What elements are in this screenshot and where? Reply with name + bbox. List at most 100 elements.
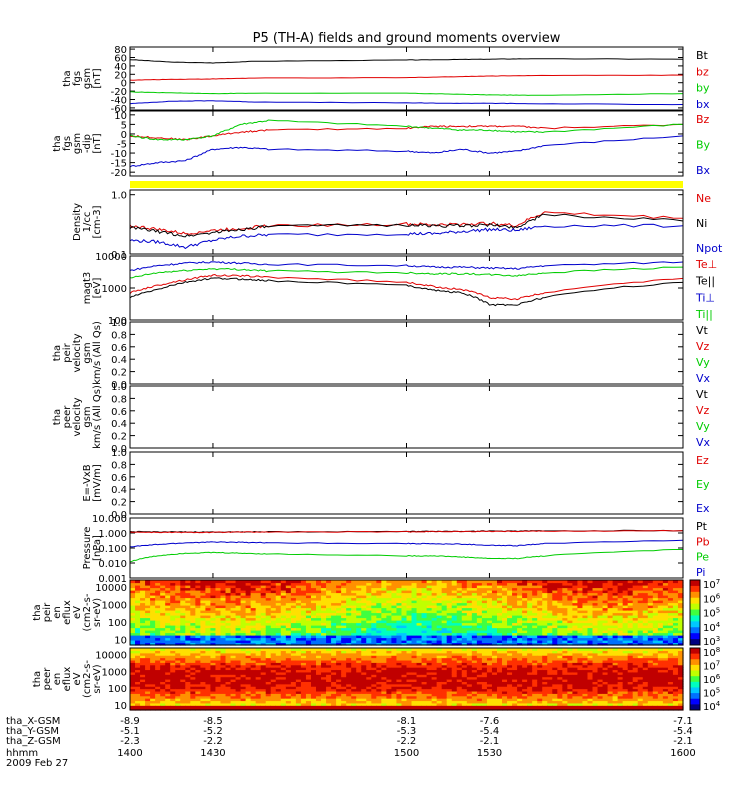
y-tick-label: 1.0 bbox=[111, 318, 127, 329]
y-tick-label: 100 bbox=[108, 684, 127, 695]
series-legend-label: Ti⊥ bbox=[695, 291, 715, 304]
series-legend-label: Bx bbox=[696, 164, 711, 177]
y-tick-label: 0.6 bbox=[111, 343, 127, 354]
series-legend-label: Ez bbox=[696, 454, 709, 467]
y-tick-label: 0.100 bbox=[98, 544, 127, 555]
series-legend-label: Vt bbox=[696, 324, 709, 337]
series-legend-label: Ne bbox=[696, 192, 711, 205]
y-tick-label: 1000 bbox=[102, 601, 127, 612]
y-tick-label: 0.8 bbox=[111, 460, 127, 471]
panel-frame bbox=[130, 322, 683, 384]
series-line-Bt bbox=[130, 59, 683, 63]
series-legend-label: Ti|| bbox=[695, 308, 713, 321]
panel-ylabel: [nT] bbox=[92, 68, 103, 88]
y-tick-label: 10.000 bbox=[92, 514, 127, 525]
y-tick-label: 10 bbox=[114, 701, 127, 712]
colorbar-segment bbox=[690, 621, 700, 627]
panel-frame bbox=[130, 386, 683, 448]
y-tick-label: 0.8 bbox=[111, 394, 127, 405]
series-legend-label: Bt bbox=[696, 49, 709, 62]
series-legend-label: Ey bbox=[696, 478, 710, 491]
colorbar-segment bbox=[690, 592, 700, 598]
series-legend-label: by bbox=[696, 82, 710, 95]
colorbar-segment bbox=[690, 615, 700, 621]
series-line-Ne bbox=[130, 212, 683, 235]
series-legend-label: Vz bbox=[696, 340, 710, 353]
colorbar-segment bbox=[690, 633, 700, 639]
series-legend-label: Npot bbox=[696, 242, 723, 255]
y-tick-label: 10 bbox=[114, 636, 127, 647]
spectrogram-cells bbox=[130, 580, 684, 646]
y-tick-label: 0.2 bbox=[111, 432, 127, 443]
y-tick-label: 0.8 bbox=[111, 330, 127, 341]
series-legend-label: Ni bbox=[696, 217, 707, 230]
y-tick-label: 0.4 bbox=[111, 355, 127, 366]
series-legend-label: Vt bbox=[696, 388, 709, 401]
series-legend-label: Vy bbox=[696, 356, 710, 369]
y-tick-label: 1000 bbox=[102, 284, 127, 295]
y-tick-label: 1.0 bbox=[111, 191, 127, 202]
series-legend-label: Ex bbox=[696, 502, 710, 515]
spectrogram-cells bbox=[130, 648, 684, 711]
y-tick-label: 0.4 bbox=[111, 419, 127, 430]
series-legend-label: Vx bbox=[696, 372, 711, 385]
y-tick-label: 0.6 bbox=[111, 473, 127, 484]
colorbar-segment bbox=[690, 598, 700, 604]
y-tick-label: 10000 bbox=[95, 583, 127, 594]
y-tick-label: 1000 bbox=[102, 667, 127, 678]
panel-frame bbox=[130, 518, 683, 578]
colorbar-tick-label: 107 bbox=[703, 578, 720, 591]
series-legend-label: bz bbox=[696, 65, 709, 78]
panel-frame bbox=[130, 190, 683, 254]
y-tick-label: 1.000 bbox=[98, 529, 127, 540]
series-line-Npot bbox=[130, 224, 683, 248]
series-line-by bbox=[130, 92, 683, 96]
y-tick-label: 0.010 bbox=[98, 559, 127, 570]
panel-ylabel: [cm-3] bbox=[92, 205, 103, 238]
y-tick-label: 0.6 bbox=[111, 407, 127, 418]
series-legend-label: Vy bbox=[696, 420, 710, 433]
panel-ylabel: km/s (All Qs) bbox=[92, 321, 103, 385]
series-legend-label: Te|| bbox=[695, 275, 715, 288]
series-line-bz bbox=[130, 75, 683, 80]
series-legend-label: bx bbox=[696, 98, 710, 111]
series-line-Bx bbox=[130, 136, 683, 167]
y-tick-label: 0.2 bbox=[111, 368, 127, 379]
y-tick-label: 1.0 bbox=[111, 448, 127, 459]
colorbar-segment bbox=[690, 627, 700, 633]
panel-frame bbox=[130, 256, 683, 320]
y-tick-label: -20 bbox=[111, 168, 127, 179]
panel-ylabel: km/s (All Qs) bbox=[92, 385, 103, 449]
series-line-Pi bbox=[130, 540, 683, 547]
series-line-Pe bbox=[130, 550, 683, 562]
y-tick-label: 0.2 bbox=[111, 498, 127, 509]
colorbar-segment bbox=[690, 610, 700, 616]
series-legend-label: Vz bbox=[696, 404, 710, 417]
y-tick-label: 1.0 bbox=[111, 382, 127, 393]
colorbar-tick-label: 104 bbox=[703, 621, 721, 634]
series-line-bx bbox=[130, 101, 683, 105]
series-legend-label: Pi bbox=[696, 566, 705, 579]
y-tick-label: 0.4 bbox=[111, 485, 127, 496]
colorbar-segment bbox=[690, 586, 700, 592]
panel-ylabel: [mV/m] bbox=[92, 464, 103, 502]
series-legend-label: Pe bbox=[696, 551, 709, 564]
y-tick-label: 100 bbox=[108, 618, 127, 629]
colorbar-segment bbox=[690, 604, 700, 610]
panel-ylabel: [nT] bbox=[92, 133, 103, 153]
series-legend-label: Pb bbox=[696, 535, 710, 548]
colorbar-tick-label: 105 bbox=[703, 607, 720, 620]
panel-frame bbox=[130, 452, 683, 514]
series-line-By bbox=[130, 120, 683, 140]
series-legend-label: Bz bbox=[696, 113, 710, 126]
series-line-Ti|| bbox=[130, 267, 683, 278]
colorbar-tick-label: 106 bbox=[703, 592, 721, 605]
series-legend-label: By bbox=[696, 139, 711, 152]
series-legend-label: Vx bbox=[696, 436, 711, 449]
y-tick-label: 10000 bbox=[95, 252, 127, 263]
plot-title: P5 (TH-A) fields and ground moments over… bbox=[253, 31, 561, 46]
series-legend-label: Te⊥ bbox=[695, 258, 717, 271]
colorbar-segment bbox=[690, 580, 700, 586]
